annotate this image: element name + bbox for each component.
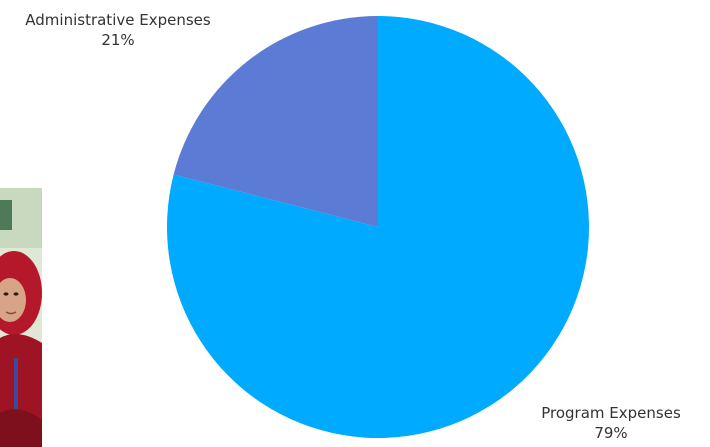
slice-value-program-expenses: 79% xyxy=(594,424,627,442)
pie-labels: Program Expenses 79% Administrative Expens… xyxy=(25,11,681,442)
slice-label-program-expenses: Program Expenses xyxy=(541,404,681,422)
slice-label-administrative-expenses: Administrative Expenses xyxy=(25,11,211,29)
pie-slices xyxy=(167,16,590,438)
slice-value-administrative-expenses: 21% xyxy=(101,31,134,49)
pie-slice-administrative-expenses xyxy=(173,16,378,227)
pie-slice-program-expenses xyxy=(167,16,590,438)
child-photo-icon xyxy=(0,188,42,447)
